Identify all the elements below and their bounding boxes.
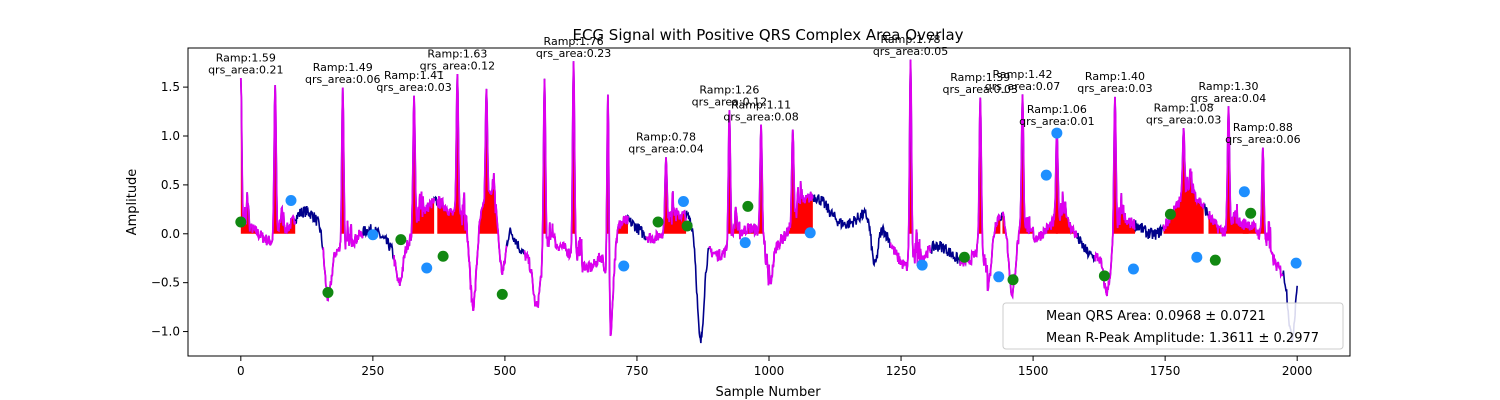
qrs-offset-marker bbox=[235, 217, 246, 228]
qrs-onset-marker bbox=[917, 260, 928, 271]
peak-qrs-area-label: qrs_area:0.03 bbox=[1077, 82, 1152, 95]
qrs-offset-marker bbox=[497, 289, 508, 300]
legend-entry-qrs-area: Mean QRS Area: 0.0968 ± 0.0721 bbox=[1046, 309, 1266, 324]
peak-qrs-area-label: qrs_area:0.04 bbox=[1191, 92, 1266, 105]
y-tick-label: 0.5 bbox=[161, 178, 180, 192]
qrs-onset-marker bbox=[618, 261, 629, 272]
x-tick-label: 0 bbox=[237, 364, 245, 378]
peak-qrs-area-label: qrs_area:0.08 bbox=[723, 110, 798, 123]
qrs-onset-marker bbox=[1128, 263, 1139, 274]
peak-qrs-area-label: qrs_area:0.23 bbox=[536, 47, 611, 60]
qrs-area-fill bbox=[241, 78, 261, 234]
legend-entry-r-peak: Mean R-Peak Amplitude: 1.3611 ± 0.2977 bbox=[1046, 331, 1319, 346]
peak-qrs-area-label: qrs_area:0.12 bbox=[420, 60, 495, 73]
qrs-offset-marker bbox=[1245, 208, 1256, 219]
qrs-offset-marker bbox=[1165, 209, 1176, 220]
peak-qrs-area-label: qrs_area:0.21 bbox=[208, 63, 283, 76]
qrs-offset-marker bbox=[682, 220, 693, 231]
x-tick-label: 1500 bbox=[1018, 364, 1049, 378]
qrs-onset-marker bbox=[421, 263, 432, 274]
qrs-onset-marker bbox=[367, 229, 378, 240]
qrs-segment-line bbox=[241, 78, 261, 238]
qrs-onset-marker bbox=[1291, 258, 1302, 269]
qrs-offset-marker bbox=[322, 287, 333, 298]
qrs-onset-marker bbox=[740, 237, 751, 248]
legend: Mean QRS Area: 0.0968 ± 0.0721 Mean R-Pe… bbox=[1003, 303, 1343, 349]
qrs-offset-marker bbox=[742, 201, 753, 212]
qrs-offset-marker bbox=[959, 252, 970, 263]
qrs-offset-marker bbox=[395, 234, 406, 245]
qrs-onset-marker bbox=[805, 227, 816, 238]
qrs-onset-marker bbox=[1041, 170, 1052, 181]
qrs-offset-marker bbox=[1008, 274, 1019, 285]
qrs-onset-marker bbox=[1191, 252, 1202, 263]
y-tick-label: −0.5 bbox=[151, 276, 180, 290]
qrs-offset-marker bbox=[653, 217, 664, 228]
peak-qrs-area-label: qrs_area:0.05 bbox=[873, 45, 948, 58]
peak-qrs-area-label: qrs_area:0.03 bbox=[1146, 113, 1221, 126]
peak-qrs-area-label: qrs_area:0.01 bbox=[1019, 115, 1094, 128]
qrs-onset-marker bbox=[1051, 128, 1062, 139]
peak-qrs-area-label: qrs_area:0.06 bbox=[1225, 133, 1300, 146]
qrs-onset-marker bbox=[678, 196, 689, 207]
x-tick-label: 250 bbox=[361, 364, 384, 378]
x-tick-label: 1000 bbox=[754, 364, 785, 378]
peak-qrs-area-label: qrs_area:0.03 bbox=[376, 81, 451, 94]
y-tick-label: 0.0 bbox=[161, 227, 180, 241]
qrs-offset-marker bbox=[438, 251, 449, 262]
x-tick-label: 1250 bbox=[886, 364, 917, 378]
x-tick-label: 2000 bbox=[1282, 364, 1313, 378]
x-tick-label: 500 bbox=[493, 364, 516, 378]
qrs-onset-marker bbox=[1239, 186, 1250, 197]
y-tick-label: 1.0 bbox=[161, 129, 180, 143]
y-axis-label: Amplitude bbox=[125, 169, 140, 236]
y-tick-label: 1.5 bbox=[161, 80, 180, 94]
peak-qrs-area-label: qrs_area:0.04 bbox=[628, 143, 703, 156]
x-tick-label: 750 bbox=[626, 364, 649, 378]
qrs-offset-marker bbox=[1210, 255, 1221, 266]
y-tick-label: −1.0 bbox=[151, 325, 180, 339]
x-axis-label: Sample Number bbox=[715, 385, 821, 400]
peak-qrs-area-label: qrs_area:0.07 bbox=[985, 80, 1060, 93]
qrs-onset-marker bbox=[285, 195, 296, 206]
qrs-onset-marker bbox=[993, 271, 1004, 282]
peak-qrs-area-label: qrs_area:0.06 bbox=[305, 73, 380, 86]
qrs-offset-marker bbox=[1099, 270, 1110, 281]
x-tick-label: 1750 bbox=[1150, 364, 1181, 378]
